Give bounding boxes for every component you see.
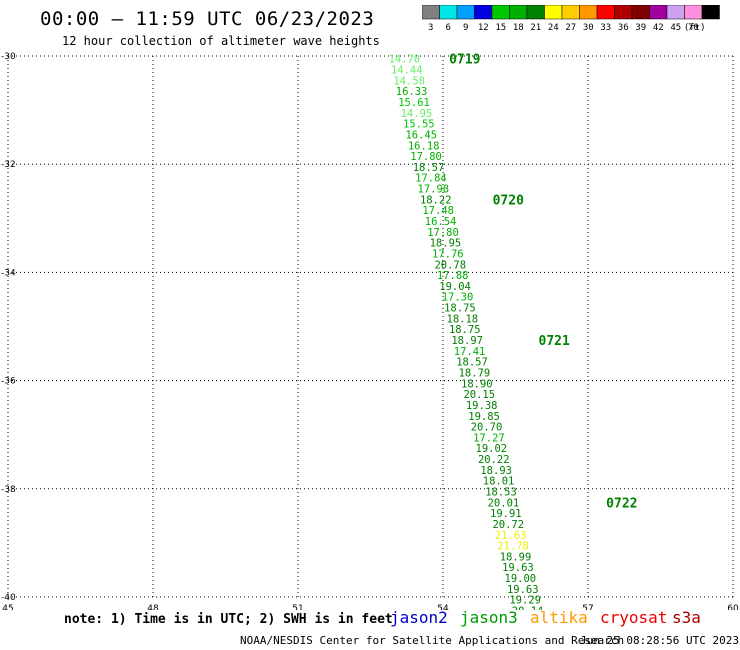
wave-height-point: 18.75 [444, 303, 476, 315]
wave-height-point: 21.78 [497, 541, 529, 553]
wave-height-point: 18.99 [500, 551, 532, 563]
satellite-name-jason2: jason2 [390, 608, 448, 627]
wave-height-map: 45 48 51 54 57 60 -30 -32 -34 -36 -38 -40 14.7014.44… [1, 52, 739, 610]
wave-height-point: 16.33 [396, 86, 428, 98]
wave-height-point: 20.15 [463, 389, 495, 401]
legend-label: 6 [446, 23, 451, 33]
time-annotation: 0719 [449, 53, 480, 68]
legend-label: 36 [618, 23, 629, 33]
legend-swatch [701, 5, 720, 20]
wave-height-point: 18.18 [447, 313, 479, 325]
wave-height-point: 18.75 [449, 324, 481, 336]
chart-title: 00:00 – 11:59 UTC 06/23/2023 [40, 8, 375, 30]
legend-label: 21 [530, 23, 541, 33]
wave-height-point: 14.58 [393, 75, 425, 87]
wave-height-point: 20.70 [471, 422, 503, 434]
wave-height-point: 18.90 [461, 378, 493, 390]
wave-height-point: 19.63 [507, 584, 539, 596]
wave-height-point: 16.18 [408, 140, 440, 152]
wave-height-point: 18.97 [451, 335, 483, 347]
wave-height-point: 17.76 [432, 248, 464, 260]
time-annotation: 0721 [539, 334, 570, 349]
wave-height-point: 20.72 [492, 519, 524, 531]
wave-height-point: 18.79 [459, 367, 491, 379]
satellite-name-s3a: s3a [672, 608, 701, 627]
wave-height-point: 20.14 [512, 606, 544, 610]
chart-subtitle: 12 hour collection of altimeter wave hei… [62, 34, 380, 48]
x-tick-label: 51 [292, 604, 303, 610]
note-text: note: 1) Time is in UTC; 2) SWH is in fe… [64, 612, 393, 627]
legend-label: 15 [495, 23, 506, 33]
wave-height-point: 18.22 [420, 194, 452, 206]
time-annotation: 0720 [493, 193, 524, 208]
wave-height-point: 20.22 [478, 454, 510, 466]
wave-height-point: 17.80 [427, 227, 459, 239]
legend-label: 42 [653, 23, 664, 33]
legend-label: 3 [428, 23, 433, 33]
y-tick-label: -30 [1, 52, 16, 62]
legend-label: 9 [463, 23, 468, 33]
wave-height-point: 18.01 [483, 476, 515, 488]
wave-height-point: 14.70 [389, 54, 421, 66]
wave-height-point: 18.53 [485, 487, 517, 499]
wave-height-point: 16.45 [405, 129, 437, 141]
x-tick-label: 54 [437, 604, 449, 610]
y-tick-label: -40 [1, 593, 16, 603]
wave-height-point: 14.95 [401, 108, 433, 120]
legend-label: 70 [688, 23, 699, 33]
satellite-name-altika: altika [530, 608, 588, 627]
y-tick-label: -36 [1, 377, 16, 387]
satellite-name-cryosat: cryosat [600, 608, 668, 627]
wave-height-point: 17.98 [418, 184, 450, 196]
wave-height-point: 17.48 [422, 205, 454, 217]
wave-height-point: 17.84 [415, 173, 447, 185]
wave-height-point: 19.38 [466, 400, 498, 412]
x-tick-label: 57 [582, 604, 593, 610]
wave-height-point: 15.55 [403, 119, 435, 131]
wave-height-point: 19.04 [439, 281, 471, 293]
wave-height-point: 15.61 [398, 97, 430, 109]
wave-height-point: 14.44 [391, 65, 423, 77]
wave-height-point: 17.88 [437, 270, 469, 282]
legend-label: 39 [635, 23, 646, 33]
wave-height-point: 19.02 [476, 443, 508, 455]
y-tick-label: -32 [1, 160, 16, 170]
legend-unit: (ft) [684, 23, 706, 33]
legend-label: 45 [670, 23, 681, 33]
x-tick-label: 48 [147, 604, 159, 610]
x-tick-label: 60 [727, 604, 739, 610]
wave-height-point: 19.00 [505, 573, 537, 585]
wave-height-point: 17.80 [410, 151, 442, 163]
legend-label: 18 [513, 23, 524, 33]
footer-credit: NOAA/NESDIS Center for Satellite Applica… [240, 634, 625, 647]
y-tick-label: -38 [1, 485, 16, 495]
wave-height-point: 19.63 [502, 562, 534, 574]
legend-label: 27 [565, 23, 576, 33]
wave-height-point: 19.29 [509, 595, 541, 607]
legend-label: 24 [548, 23, 559, 33]
wave-height-point: 20.78 [434, 259, 466, 271]
wave-height-point: 20.01 [488, 497, 520, 509]
time-annotation: 0722 [606, 496, 637, 511]
wave-height-point: 19.85 [468, 411, 500, 423]
wave-height-point: 21.63 [495, 530, 527, 542]
wave-height-point: 18.93 [480, 465, 512, 477]
wave-height-point: 16.54 [425, 216, 457, 228]
satellite-name-jason3: jason3 [460, 608, 518, 627]
wave-height-point: 17.30 [442, 292, 474, 304]
wave-height-point: 17.27 [473, 432, 505, 444]
wave-height-point: 18.57 [456, 357, 488, 369]
legend-label: 12 [478, 23, 489, 33]
x-tick-label: 45 [2, 604, 13, 610]
wave-height-point: 19.91 [490, 508, 522, 520]
wave-height-point: 18.57 [413, 162, 445, 174]
legend-label: 33 [600, 23, 611, 33]
legend-label: 30 [583, 23, 594, 33]
y-tick-label: -34 [1, 268, 16, 278]
color-legend: 3 6 9 12 15 18 21 24 27 30 33 36 39 42 45 70(ft) [422, 5, 720, 33]
wave-height-point: 17.41 [454, 346, 486, 358]
wave-height-point: 18.95 [430, 238, 462, 250]
footer-timestamp: Jun 25 08:28:56 UTC 2023 [580, 634, 739, 647]
